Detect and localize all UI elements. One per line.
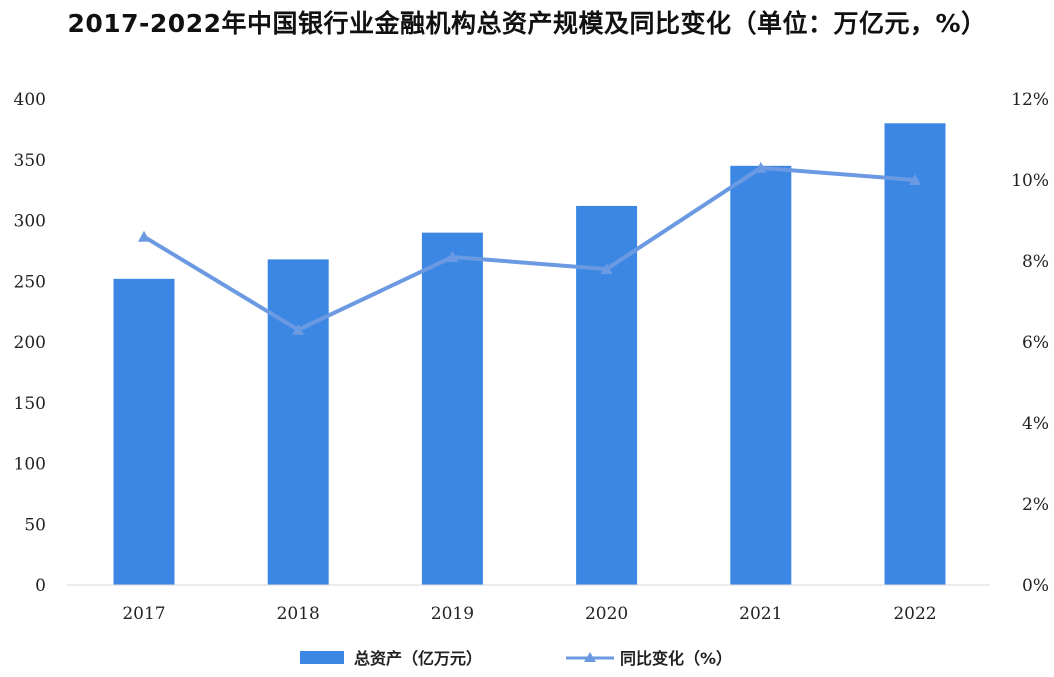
line-path	[142, 165, 916, 332]
line-point-2018	[292, 323, 305, 335]
left-tick-label: 0	[35, 576, 46, 596]
legend: 总资产（亿万元） 同比变化（%）	[300, 649, 732, 668]
legend-swatch-bar	[300, 651, 344, 664]
bar-series	[113, 123, 946, 586]
left-tick-label: 100	[14, 455, 46, 475]
left-tick-label: 350	[14, 151, 46, 171]
x-tick-label: 2020	[585, 604, 628, 624]
line-point-2021	[754, 161, 767, 173]
left-tick-label: 250	[14, 272, 46, 292]
right-tick-label: 6%	[1022, 333, 1049, 353]
x-axis-ticks: 2017 2018 2019 2020 2021 2022	[122, 604, 936, 624]
line-point-2019	[446, 250, 459, 262]
bar-2019	[421, 232, 483, 585]
right-tick-label: 0%	[1022, 576, 1049, 596]
bar-2018	[267, 259, 329, 585]
x-tick-label: 2021	[739, 604, 782, 624]
legend-label-line: 同比变化（%）	[620, 649, 732, 668]
right-axis-ticks: 0% 2% 4% 6% 8% 10% 12%	[1011, 90, 1049, 596]
right-tick-label: 8%	[1022, 252, 1049, 272]
line-series	[138, 161, 921, 335]
line-point-2017	[138, 230, 150, 242]
left-tick-label: 200	[14, 333, 46, 353]
legend-swatch-marker	[584, 652, 596, 662]
right-tick-label: 12%	[1011, 90, 1049, 110]
right-tick-label: 4%	[1022, 414, 1049, 434]
bar-2017	[113, 278, 175, 585]
right-tick-label: 2%	[1022, 495, 1049, 515]
legend-label-bar: 总资产（亿万元）	[354, 649, 482, 668]
bar-2020	[576, 205, 638, 586]
left-tick-label: 150	[14, 394, 46, 414]
left-tick-label: 300	[14, 212, 46, 232]
left-axis-ticks: 0 50 100 150 200 250 300 350 400	[14, 90, 46, 596]
x-tick-label: 2017	[122, 604, 165, 624]
chart-title: 2017-2022年中国银行业金融机构总资产规模及同比变化（单位：万亿元，%）	[67, 9, 987, 38]
x-tick-label: 2019	[431, 604, 474, 624]
left-tick-label: 400	[14, 90, 46, 110]
bar-2022	[884, 123, 946, 586]
right-tick-label: 10%	[1011, 171, 1049, 191]
left-tick-label: 50	[24, 515, 46, 535]
line-point-2020	[600, 263, 613, 275]
bar-2021	[730, 165, 792, 585]
line-point-2022	[909, 174, 921, 185]
x-tick-label: 2018	[277, 604, 320, 624]
x-tick-label: 2022	[893, 604, 936, 624]
